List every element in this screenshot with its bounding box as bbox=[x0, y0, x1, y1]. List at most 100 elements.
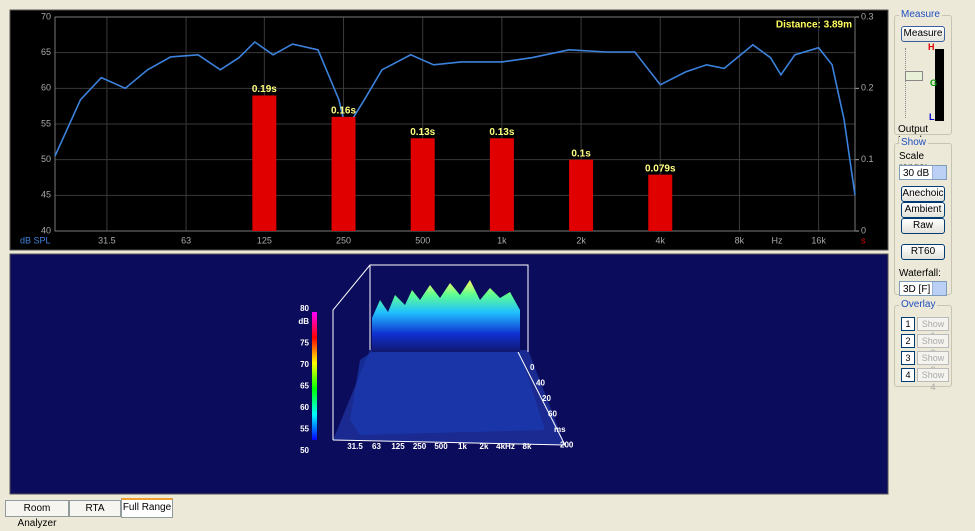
level-label: H bbox=[928, 42, 935, 52]
level-label: G bbox=[930, 78, 938, 88]
z-label: 55 bbox=[300, 425, 309, 434]
raw-button[interactable]: Raw bbox=[901, 218, 945, 234]
x-unit-label: Hz bbox=[772, 235, 783, 245]
level-slider-track bbox=[905, 48, 920, 118]
x-label: 4kHz bbox=[496, 442, 515, 451]
x-tick-label: 250 bbox=[336, 235, 351, 245]
y2-tick-label: 0 bbox=[861, 225, 866, 235]
y-tick-label: 45 bbox=[41, 190, 51, 200]
overlay-number[interactable]: 3 bbox=[901, 351, 915, 365]
bar-value-label: 0.13s bbox=[489, 127, 514, 138]
bar-value-label: 0.13s bbox=[410, 127, 435, 138]
y-tick-label: 40 bbox=[41, 225, 51, 235]
app-window: 40 45 50 55 60 65 70 0 0.1 0.2 0.3 31.5 63 125 250 500 1… bbox=[5, 9, 952, 529]
show-group: Show Scale range: 30 dB Anechoic Ambient… bbox=[894, 137, 952, 296]
bar bbox=[252, 95, 277, 231]
y-tick-label: 60 bbox=[41, 83, 51, 93]
level-meter bbox=[935, 49, 944, 121]
y2-tick-label: 0.3 bbox=[861, 11, 874, 21]
overlay-show[interactable]: Show 1 bbox=[917, 317, 949, 341]
bar-value-label: 0.16s bbox=[331, 106, 356, 117]
scale-range-select[interactable]: 30 dB bbox=[899, 165, 947, 180]
z-label: 65 bbox=[300, 382, 309, 391]
x-label: 1k bbox=[458, 442, 467, 451]
x-label: 31.5 bbox=[347, 442, 363, 451]
overlay-show[interactable]: Show 2 bbox=[917, 334, 949, 358]
overlay-show[interactable]: Show 3 bbox=[917, 351, 949, 375]
x-label: 250 bbox=[413, 442, 427, 451]
x-tick-label: 500 bbox=[415, 235, 430, 245]
y2-tick-label: 0.1 bbox=[861, 154, 874, 164]
z-label: 75 bbox=[300, 339, 309, 348]
color-bar bbox=[312, 312, 317, 440]
waterfall-label: Waterfall: bbox=[899, 268, 941, 279]
x-tick-label: 8k bbox=[735, 235, 745, 245]
level-slider[interactable] bbox=[905, 71, 923, 81]
waterfall-frame bbox=[517, 351, 566, 446]
bar bbox=[489, 138, 514, 231]
bar-value-label: 0.079s bbox=[645, 163, 676, 174]
y-tick-label: 70 bbox=[41, 11, 51, 21]
x-tick-label: 125 bbox=[257, 235, 272, 245]
depth-label: 20 bbox=[542, 394, 551, 403]
depth-label: 200 bbox=[560, 441, 574, 450]
bar bbox=[648, 174, 673, 231]
bar-value-label: 0.1s bbox=[571, 148, 591, 159]
x-tick-label: 16k bbox=[811, 235, 826, 245]
overlay-number[interactable]: 4 bbox=[901, 368, 915, 382]
z-label: 80 bbox=[300, 304, 309, 313]
y-tick-label: 65 bbox=[41, 47, 51, 57]
x-tick-label: 2k bbox=[576, 235, 586, 245]
group-title: Overlay bbox=[899, 299, 938, 310]
waterfall-frame bbox=[332, 439, 566, 446]
response-line bbox=[54, 40, 856, 196]
z-label: 60 bbox=[300, 403, 309, 412]
group-title: Measure bbox=[899, 9, 942, 20]
x-label: 8k bbox=[523, 442, 532, 451]
overlay-show[interactable]: Show 4 bbox=[917, 368, 949, 392]
depth-label: ms bbox=[554, 425, 566, 434]
z-unit: dB bbox=[298, 317, 309, 326]
x-label: 125 bbox=[391, 442, 405, 451]
x-label: 63 bbox=[372, 442, 381, 451]
overlay-number[interactable]: 2 bbox=[901, 334, 915, 348]
y-tick-label: 55 bbox=[41, 118, 51, 128]
y2-tick-label: 0.2 bbox=[861, 83, 874, 93]
overlay-group: Overlay 1 Show 1 2 Show 2 3 Show 3 4 Sho… bbox=[894, 299, 952, 392]
annotation: Distance: 3.89m bbox=[776, 20, 852, 31]
x-label: 500 bbox=[434, 442, 448, 451]
ambient-button[interactable]: Ambient bbox=[901, 202, 945, 218]
group-title: Show bbox=[899, 137, 929, 148]
y-tick-label: 50 bbox=[41, 154, 51, 164]
y-axis-label: dB SPL bbox=[20, 235, 51, 245]
waterfall-select[interactable]: 3D [F] bbox=[899, 281, 947, 296]
measure-button[interactable]: Measure bbox=[901, 26, 945, 42]
response-panel bbox=[9, 9, 889, 251]
tab[interactable]: RTA bbox=[69, 500, 121, 517]
anechoic-button[interactable]: Anechoic bbox=[901, 186, 945, 202]
x-tick-label: 63 bbox=[181, 235, 191, 245]
x-tick-label: 1k bbox=[497, 235, 507, 245]
bar-value-label: 0.19s bbox=[252, 84, 277, 95]
z-label: 50 bbox=[300, 446, 309, 455]
rt60-button[interactable]: RT60 bbox=[901, 244, 945, 260]
depth-label: 60 bbox=[548, 410, 557, 419]
z-label: 70 bbox=[300, 360, 309, 369]
waterfall-plot bbox=[312, 264, 566, 446]
bar bbox=[569, 159, 594, 231]
depth-label: 0 bbox=[530, 363, 535, 372]
bar bbox=[331, 116, 356, 231]
overlay-number[interactable]: 1 bbox=[901, 317, 915, 331]
tab-active[interactable]: Full Range bbox=[121, 498, 173, 518]
y2-axis-label: s bbox=[861, 235, 866, 245]
tab[interactable]: Room Analyzer bbox=[5, 500, 69, 529]
waterfall-surface bbox=[372, 280, 520, 352]
plot-frame bbox=[54, 16, 856, 232]
x-tick-label: 4k bbox=[655, 235, 665, 245]
depth-label: 40 bbox=[536, 379, 545, 388]
bar bbox=[410, 138, 435, 231]
x-label: 2k bbox=[480, 442, 489, 451]
x-tick-label: 31.5 bbox=[98, 235, 116, 245]
waterfall-surface-front bbox=[350, 352, 545, 435]
